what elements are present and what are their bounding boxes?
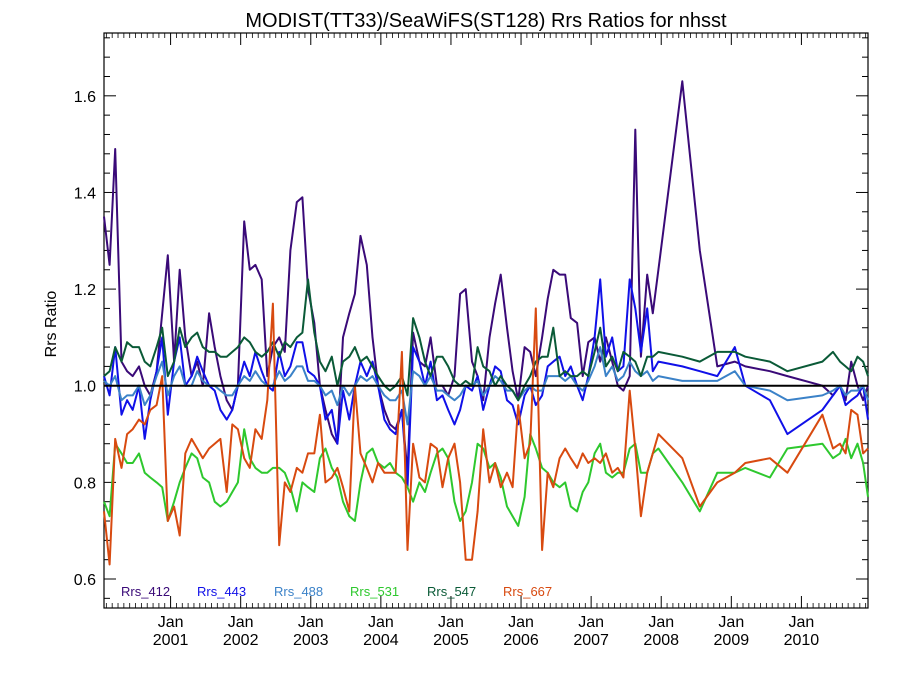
x-tick-year-label: 2008 <box>643 632 679 649</box>
legend-entry-rrs-443: Rrs_443 <box>197 584 246 599</box>
x-tick-year-label: 2005 <box>433 632 469 649</box>
legend-entry-rrs-667: Rrs_667 <box>503 584 552 599</box>
chart-title: MODIST(TT33)/SeaWiFS(ST128) Rrs Ratios f… <box>245 10 727 32</box>
x-tick-month-label: Jan <box>438 614 464 631</box>
y-tick-label: 1.2 <box>74 282 96 299</box>
x-tick-month-label: Jan <box>368 614 394 631</box>
x-tick-year-label: 2009 <box>714 632 750 649</box>
x-tick-month-label: Jan <box>158 614 184 631</box>
x-tick-month-label: Jan <box>298 614 324 631</box>
x-tick-year-label: 2004 <box>363 632 399 649</box>
y-tick-label: 0.6 <box>74 572 96 589</box>
x-tick-year-label: 2010 <box>784 632 820 649</box>
x-tick-year-label: 2002 <box>223 632 259 649</box>
series-line-rrs-531 <box>103 428 869 527</box>
series-line-rrs-547 <box>103 278 869 402</box>
y-axis-label: Rrs Ratio <box>43 291 60 358</box>
series-line-rrs-667 <box>103 302 869 566</box>
x-tick-month-label: Jan <box>648 614 674 631</box>
legend-entry-rrs-412: Rrs_412 <box>121 584 170 599</box>
legend-entry-rrs-488: Rrs_488 <box>274 584 323 599</box>
x-tick-month-label: Jan <box>228 614 254 631</box>
y-tick-label: 1.0 <box>74 379 96 396</box>
x-tick-month-label: Jan <box>718 614 744 631</box>
series-line-rrs-412 <box>103 80 869 474</box>
x-tick-year-label: 2006 <box>503 632 539 649</box>
x-tick-month-label: Jan <box>578 614 604 631</box>
plot-area: 0.60.81.01.21.41.6Jan2001Jan2002Jan2003J… <box>74 32 869 649</box>
legend-entry-rrs-547: Rrs_547 <box>427 584 476 599</box>
y-tick-label: 1.6 <box>74 89 96 106</box>
y-tick-label: 0.8 <box>74 475 96 492</box>
x-tick-month-label: Jan <box>508 614 534 631</box>
x-tick-year-label: 2003 <box>293 632 329 649</box>
x-tick-month-label: Jan <box>789 614 815 631</box>
x-tick-year-label: 2007 <box>573 632 609 649</box>
y-tick-label: 1.4 <box>74 185 96 202</box>
legend-entry-rrs-531: Rrs_531 <box>350 584 399 599</box>
plot-frame <box>103 32 869 609</box>
x-tick-year-label: 2001 <box>153 632 189 649</box>
